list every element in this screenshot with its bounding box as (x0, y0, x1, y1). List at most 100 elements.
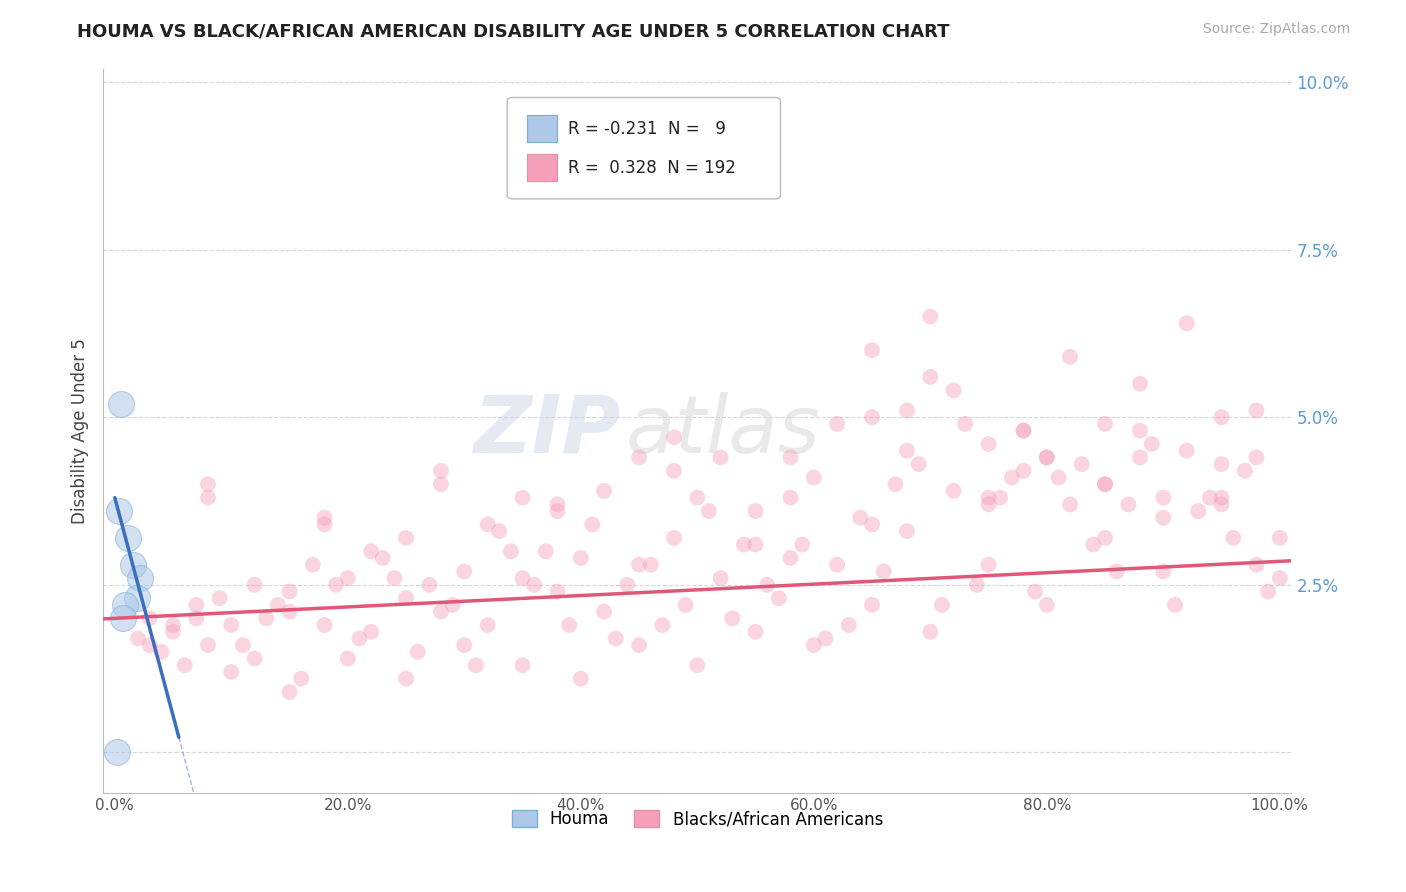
Point (1129, 450, 1152, 465)
Bar (527, 115, 557, 143)
Point (278, 584, 301, 599)
FancyBboxPatch shape (508, 97, 780, 199)
Point (465, 658, 488, 673)
Point (710, 571, 733, 585)
Point (117, 531, 139, 545)
Point (849, 510, 872, 524)
Point (219, 618, 242, 632)
Point (1012, 464, 1035, 478)
Point (105, 746, 128, 760)
Point (1152, 565, 1174, 579)
Point (208, 591, 231, 606)
Point (558, 618, 581, 632)
Point (547, 584, 569, 599)
Point (697, 504, 720, 518)
Point (662, 464, 685, 478)
Point (593, 483, 616, 498)
Point (138, 611, 160, 625)
Point (1070, 457, 1092, 471)
Point (314, 510, 336, 524)
Point (931, 598, 953, 612)
Point (1024, 584, 1046, 599)
Point (197, 491, 219, 505)
Point (477, 517, 499, 532)
Point (110, 397, 132, 411)
Point (605, 632, 627, 646)
Point (966, 578, 988, 592)
Point (838, 618, 860, 632)
Point (651, 618, 673, 632)
Point (873, 565, 896, 579)
Point (314, 517, 336, 532)
Point (920, 624, 942, 639)
Point (977, 491, 1000, 505)
Point (430, 477, 453, 491)
Point (441, 598, 464, 612)
Point (499, 544, 522, 558)
Point (686, 658, 709, 673)
Point (325, 578, 347, 592)
Point (254, 611, 277, 625)
Point (243, 651, 266, 665)
Point (395, 531, 418, 545)
Point (955, 417, 977, 431)
Point (1199, 491, 1222, 505)
Point (336, 571, 359, 585)
Point (488, 524, 510, 538)
Point (1094, 477, 1116, 491)
Point (977, 558, 1000, 572)
Point (896, 443, 918, 458)
Point (803, 638, 825, 652)
Point (1094, 531, 1116, 545)
Point (1175, 443, 1198, 458)
Point (569, 672, 592, 686)
Point (744, 538, 766, 552)
Text: atlas: atlas (626, 392, 821, 469)
Point (768, 591, 790, 606)
Point (628, 558, 651, 572)
Point (129, 571, 152, 585)
Point (173, 658, 195, 673)
Point (825, 417, 848, 431)
Point (430, 605, 453, 619)
Point (1164, 598, 1187, 612)
Point (1211, 491, 1233, 505)
Point (1047, 470, 1070, 484)
Point (122, 558, 145, 572)
Point (675, 598, 697, 612)
Point (593, 605, 616, 619)
Point (779, 551, 801, 566)
Point (977, 497, 1000, 511)
Point (243, 578, 266, 592)
Point (406, 645, 429, 659)
Point (371, 551, 394, 566)
Point (512, 571, 534, 585)
Point (1129, 424, 1152, 438)
Point (942, 483, 965, 498)
Point (779, 491, 801, 505)
Point (1268, 571, 1291, 585)
Point (162, 618, 184, 632)
Point (1118, 497, 1140, 511)
Point (616, 578, 638, 592)
Point (896, 524, 918, 538)
Point (779, 450, 801, 465)
Point (360, 544, 382, 558)
Point (744, 504, 766, 518)
Point (756, 578, 779, 592)
Point (733, 538, 755, 552)
Point (686, 491, 709, 505)
Point (744, 142, 766, 156)
Point (453, 565, 475, 579)
Point (792, 538, 814, 552)
Point (512, 491, 534, 505)
Point (884, 477, 907, 491)
Text: HOUMA VS BLACK/AFRICAN AMERICAN DISABILITY AGE UNDER 5 CORRELATION CHART: HOUMA VS BLACK/AFRICAN AMERICAN DISABILI… (77, 22, 950, 40)
Point (395, 591, 418, 606)
Point (418, 578, 440, 592)
Point (1211, 457, 1233, 471)
Point (114, 598, 136, 612)
Point (197, 477, 219, 491)
Text: ZIP: ZIP (472, 392, 620, 469)
Point (1268, 531, 1291, 545)
